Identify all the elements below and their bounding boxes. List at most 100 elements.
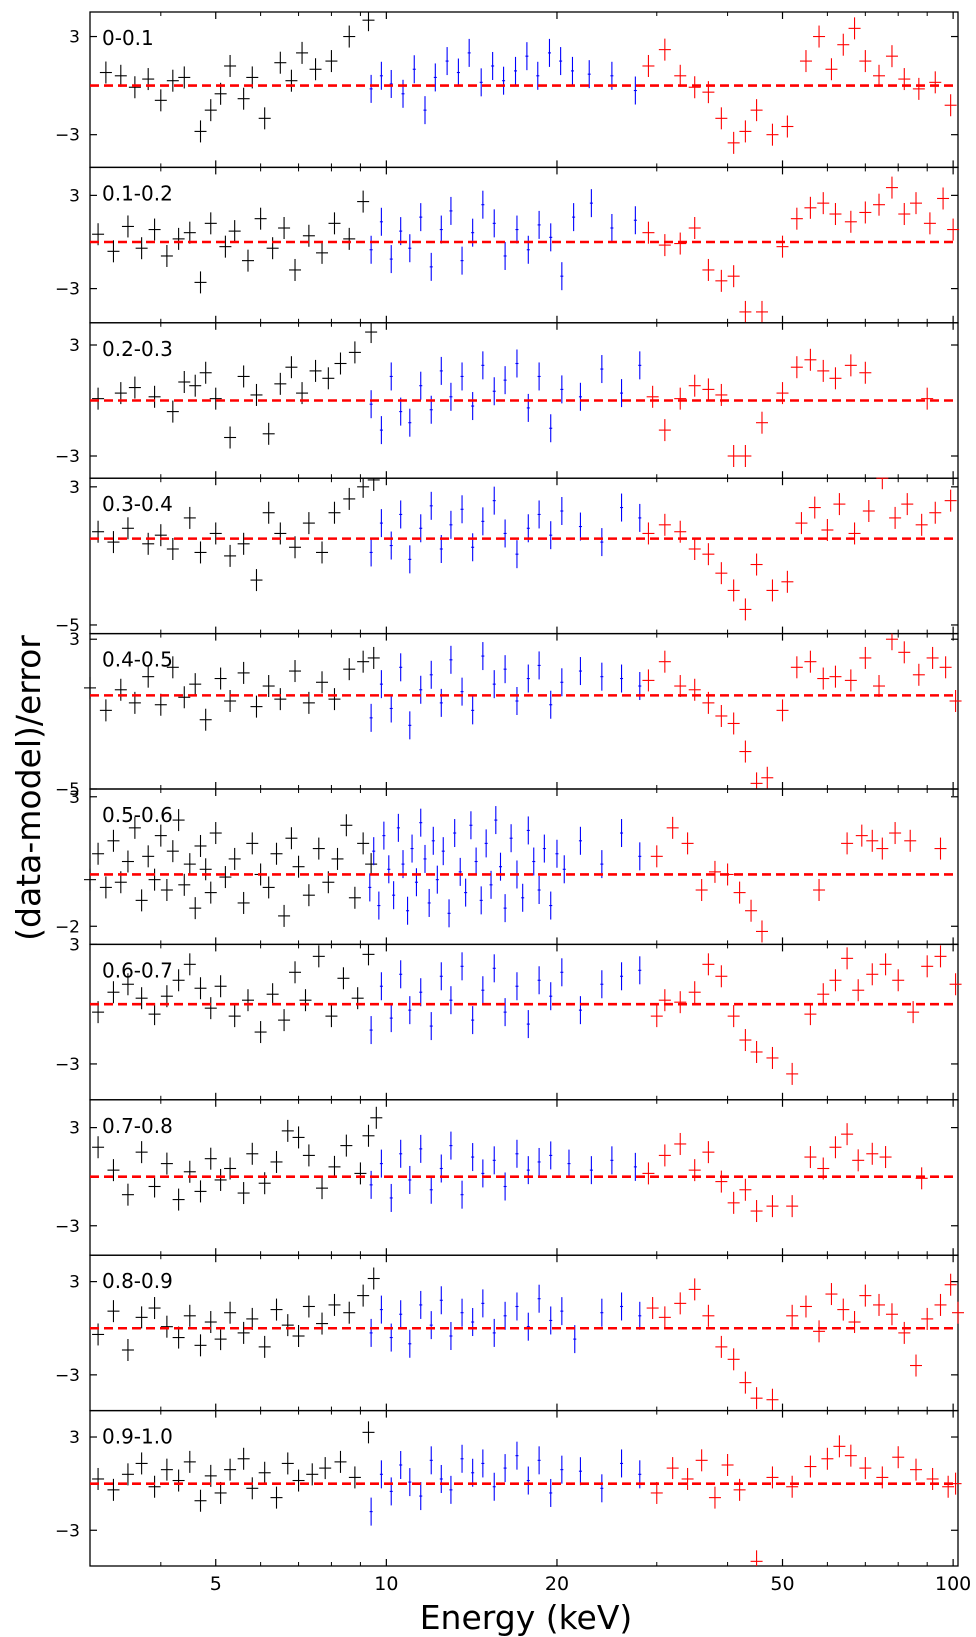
- data-point: [183, 1450, 196, 1473]
- data-point: [755, 411, 768, 434]
- data-point: [135, 237, 148, 260]
- data-point: [399, 500, 403, 529]
- panel-label: 0.6-0.7: [102, 958, 173, 982]
- data-point: [600, 1474, 604, 1503]
- data-point: [154, 89, 167, 112]
- data-point: [804, 1455, 817, 1478]
- data-point: [549, 1478, 553, 1507]
- data-point: [492, 1472, 496, 1501]
- data-point: [278, 1009, 291, 1032]
- data-point: [562, 855, 566, 884]
- data-point: [481, 976, 485, 1005]
- data-point: [829, 665, 842, 688]
- data-point: [160, 879, 173, 902]
- residual-panel: 3 −3 0.2-0.3: [55, 322, 959, 479]
- data-point: [727, 445, 740, 467]
- data-point: [745, 899, 758, 922]
- data-point: [912, 663, 925, 686]
- data-point: [154, 693, 167, 716]
- data-point: [237, 87, 250, 110]
- data-point: [387, 855, 391, 884]
- data-point: [859, 201, 872, 224]
- data-point: [328, 501, 341, 524]
- data-point: [471, 696, 475, 725]
- data-point: [688, 981, 701, 1004]
- data-point: [560, 668, 564, 697]
- data-point: [183, 853, 196, 876]
- series-inst3: [646, 348, 934, 467]
- data-point: [172, 969, 185, 992]
- data-point: [458, 857, 462, 886]
- data-point: [642, 1162, 655, 1185]
- data-point: [929, 71, 942, 94]
- data-point: [199, 361, 212, 384]
- data-point: [885, 176, 898, 199]
- data-point: [433, 63, 437, 92]
- data-point: [449, 986, 453, 1015]
- data-point: [246, 1477, 259, 1500]
- data-point: [299, 989, 312, 1012]
- data-point: [121, 973, 134, 996]
- data-point: [549, 690, 553, 719]
- data-point: [258, 1335, 271, 1358]
- series-inst2: [369, 349, 642, 445]
- data-point: [537, 1446, 541, 1475]
- data-point: [912, 77, 925, 100]
- data-point: [715, 107, 728, 130]
- y-tick-label: 3: [69, 630, 80, 650]
- data-point: [515, 1441, 519, 1470]
- data-point: [837, 1298, 850, 1321]
- data-point: [674, 232, 687, 255]
- data-point: [570, 56, 574, 85]
- data-point: [160, 1315, 173, 1338]
- data-point: [481, 190, 485, 219]
- data-point: [695, 1449, 708, 1472]
- data-point: [278, 217, 291, 240]
- series-inst1: [84, 646, 380, 731]
- data-point: [781, 115, 794, 138]
- series-inst2: [369, 486, 642, 574]
- data-point: [638, 956, 642, 985]
- data-point: [750, 1040, 763, 1063]
- data-point: [331, 847, 344, 870]
- data-point: [246, 1307, 259, 1330]
- data-point: [408, 996, 412, 1025]
- data-point: [817, 983, 830, 1006]
- data-point: [166, 537, 179, 560]
- data-point: [949, 973, 962, 996]
- data-point: [194, 1334, 207, 1357]
- data-point: [910, 192, 923, 215]
- data-point: [306, 1463, 319, 1486]
- data-point: [340, 1134, 353, 1157]
- data-point: [481, 1449, 485, 1478]
- data-point: [503, 1172, 507, 1201]
- data-point: [302, 1295, 315, 1318]
- data-point: [547, 38, 551, 67]
- data-point: [160, 244, 173, 267]
- data-point: [766, 579, 779, 602]
- series-inst3: [642, 633, 962, 789]
- data-point: [786, 1195, 799, 1218]
- y-tick-label: 3: [69, 186, 80, 206]
- data-point: [369, 390, 373, 419]
- data-point: [328, 1293, 341, 1316]
- data-point: [204, 1147, 217, 1170]
- data-point: [885, 45, 898, 68]
- data-point: [224, 544, 237, 567]
- data-point: [620, 664, 624, 693]
- data-point: [148, 1297, 161, 1320]
- data-point: [148, 1175, 161, 1198]
- data-point: [600, 970, 604, 999]
- data-point: [357, 650, 370, 673]
- data-point: [944, 94, 957, 117]
- data-point: [199, 858, 212, 881]
- data-point: [786, 1475, 799, 1498]
- data-point: [316, 1177, 329, 1200]
- data-point: [727, 131, 740, 154]
- data-point: [947, 218, 960, 241]
- data-point: [866, 1142, 879, 1165]
- data-point: [786, 1062, 799, 1085]
- data-point: [316, 541, 329, 564]
- y-tick-label: 3: [69, 1273, 80, 1293]
- y-tick-label: 3: [69, 28, 80, 48]
